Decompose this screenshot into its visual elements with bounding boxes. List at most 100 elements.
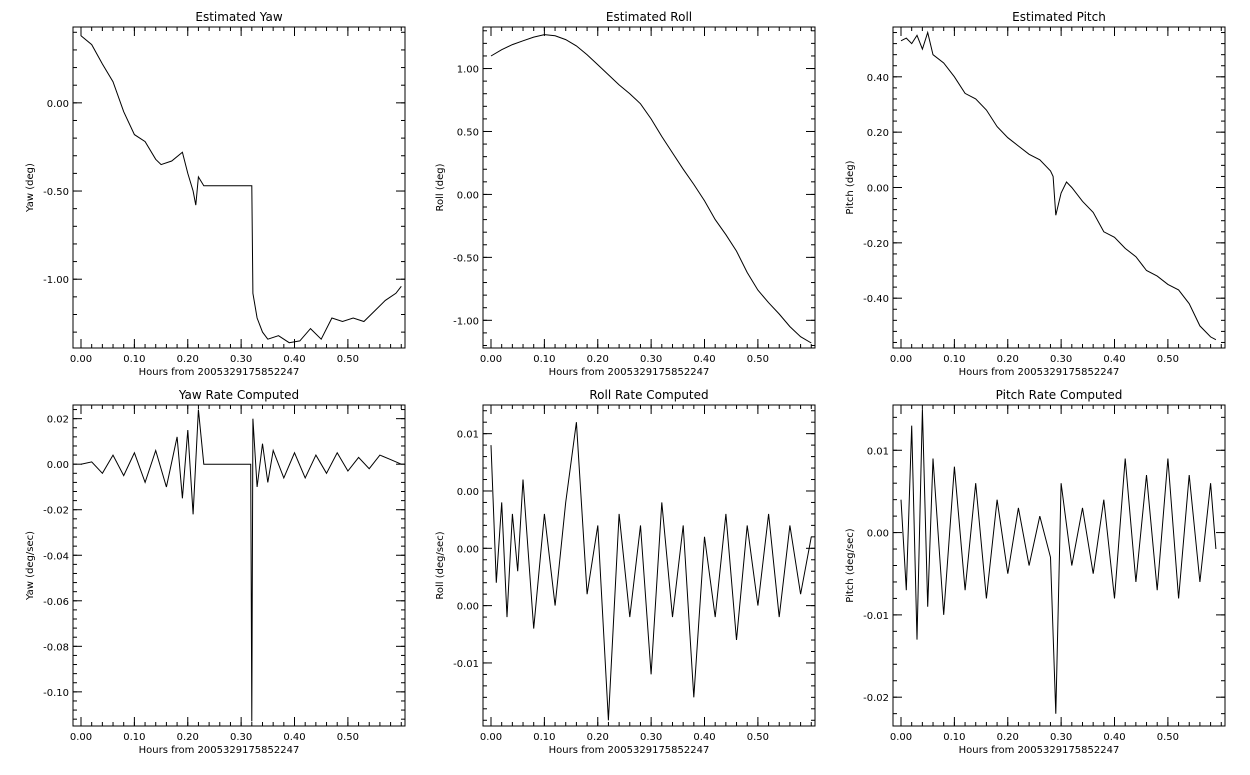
x-tick-label: 0.30 — [230, 732, 252, 743]
x-tick-label: 0.00 — [890, 354, 912, 365]
x-tick-label: 0.50 — [747, 354, 769, 365]
y-axis-label: Yaw (deg) — [25, 163, 36, 213]
series-line — [80, 35, 402, 344]
x-tick-label: 0.00 — [70, 354, 92, 365]
y-tick-label: -0.02 — [43, 506, 69, 517]
y-tick-label: 1.00 — [457, 65, 479, 76]
x-tick-label: 0.40 — [693, 354, 715, 365]
series-line — [900, 409, 1217, 714]
x-tick-label: 0.00 — [480, 732, 502, 743]
plot-frame — [72, 26, 406, 349]
y-tick-label: -0.20 — [863, 239, 889, 250]
x-axis-label: Hours from 2005329175852247 — [139, 367, 300, 378]
chart-title: Yaw Rate Computed — [178, 388, 299, 402]
y-tick-label: -0.10 — [43, 688, 69, 699]
series-line — [490, 422, 812, 721]
chart-estimated-pitch: Estimated Pitch 0.00 0.10 0.20 0.30 0.40 0.50 0… — [845, 10, 1226, 378]
x-axis-label: Hours from 2005329175852247 — [549, 367, 710, 378]
y-tick-label: 0.00 — [47, 99, 69, 110]
x-tick-label: 0.10 — [123, 732, 145, 743]
x-tick-label: 0.50 — [1157, 732, 1179, 743]
x-tick-label: 0.40 — [1103, 354, 1125, 365]
y-tick-label: 0.00 — [867, 184, 889, 195]
chart-title: Estimated Roll — [606, 10, 692, 24]
x-axis-label: Hours from 2005329175852247 — [139, 745, 300, 756]
plot-frame — [482, 404, 816, 727]
x-axis-label: Hours from 2005329175852247 — [959, 745, 1120, 756]
chart-yaw-rate: Yaw Rate Computed 0.00 0.10 0.20 0.30 0.40 0.5… — [25, 388, 406, 756]
x-tick-label: 0.00 — [480, 354, 502, 365]
y-tick-label: -0.04 — [43, 551, 69, 562]
y-tick-label: 0.00 — [867, 529, 889, 540]
y-tick-label: -1.00 — [43, 275, 69, 286]
x-tick-label: 0.50 — [337, 354, 359, 365]
y-tick-label: -0.06 — [43, 597, 69, 608]
x-axis-label: Hours from 2005329175852247 — [549, 745, 710, 756]
y-tick-label: 0.00 — [457, 544, 479, 555]
y-axis-label: Roll (deg) — [435, 163, 446, 211]
x-tick-label: 0.10 — [943, 732, 965, 743]
y-tick-label: 0.01 — [867, 446, 889, 457]
x-tick-label: 0.20 — [177, 732, 199, 743]
x-tick-label: 0.20 — [997, 354, 1019, 365]
series-line — [490, 34, 812, 344]
plot-frame — [892, 26, 1226, 349]
y-tick-label: 0.40 — [867, 73, 889, 84]
x-tick-label: 0.40 — [283, 732, 305, 743]
x-tick-label: 0.10 — [533, 732, 555, 743]
y-axis-label: Yaw (deg/sec) — [25, 531, 36, 601]
chart-title: Estimated Yaw — [195, 10, 282, 24]
x-tick-label: 0.30 — [640, 732, 662, 743]
x-tick-label: 0.10 — [943, 354, 965, 365]
x-tick-label: 0.20 — [997, 732, 1019, 743]
y-tick-label: -0.08 — [43, 642, 69, 653]
x-tick-label: 0.40 — [693, 732, 715, 743]
x-tick-label: 0.30 — [1050, 354, 1072, 365]
plot-frame — [72, 404, 406, 727]
y-tick-label: 0.00 — [47, 460, 69, 471]
y-tick-label: -0.50 — [43, 187, 69, 198]
y-tick-label: 0.00 — [457, 487, 479, 498]
y-tick-label: 0.20 — [867, 128, 889, 139]
x-tick-label: 0.50 — [337, 732, 359, 743]
y-tick-label: 0.00 — [457, 190, 479, 201]
chart-title: Roll Rate Computed — [589, 388, 708, 402]
y-tick-label: -0.01 — [863, 611, 889, 622]
x-tick-label: 0.50 — [1157, 354, 1179, 365]
y-tick-label: 0.02 — [47, 415, 69, 426]
x-tick-label: 0.10 — [123, 354, 145, 365]
y-tick-label: -0.40 — [863, 294, 889, 305]
x-tick-label: 0.20 — [177, 354, 199, 365]
chart-roll-rate: Roll Rate Computed 0.00 0.10 0.20 0.30 0.40 0.… — [435, 388, 816, 756]
y-axis-label: Pitch (deg/sec) — [845, 528, 856, 603]
chart-pitch-rate: Pitch Rate Computed 0.00 0.10 0.20 0.30 0.40 0… — [845, 388, 1226, 756]
x-tick-label: 0.30 — [640, 354, 662, 365]
x-tick-label: 0.20 — [587, 732, 609, 743]
x-tick-label: 0.50 — [747, 732, 769, 743]
y-tick-label: 0.00 — [457, 602, 479, 613]
plot-frame — [482, 26, 816, 349]
series-line — [80, 409, 402, 722]
x-tick-label: 0.00 — [70, 732, 92, 743]
y-tick-label: -0.50 — [453, 253, 479, 264]
x-tick-label: 0.10 — [533, 354, 555, 365]
x-tick-label: 0.40 — [283, 354, 305, 365]
x-tick-label: 0.30 — [230, 354, 252, 365]
chart-title: Estimated Pitch — [1012, 10, 1106, 24]
y-tick-label: 0.50 — [457, 127, 479, 138]
series-line — [900, 30, 1217, 341]
x-tick-label: 0.30 — [1050, 732, 1072, 743]
y-tick-label: 0.01 — [457, 430, 479, 441]
x-tick-label: 0.00 — [890, 732, 912, 743]
x-tick-label: 0.40 — [1103, 732, 1125, 743]
y-tick-label: -0.01 — [453, 659, 479, 670]
y-axis-label: Roll (deg/sec) — [435, 531, 446, 599]
x-axis-label: Hours from 2005329175852247 — [959, 367, 1120, 378]
y-axis-label: Pitch (deg) — [845, 160, 856, 214]
chart-title: Pitch Rate Computed — [996, 388, 1123, 402]
y-tick-label: -1.00 — [453, 316, 479, 327]
chart-estimated-yaw: Estimated Yaw 0.00 0.10 0.20 0.30 0.40 0.50 0.0… — [25, 10, 406, 378]
y-tick-label: -0.02 — [863, 693, 889, 704]
chart-estimated-roll: Estimated Roll 0.00 0.10 0.20 0.30 0.40 0.50 1.… — [435, 10, 816, 378]
